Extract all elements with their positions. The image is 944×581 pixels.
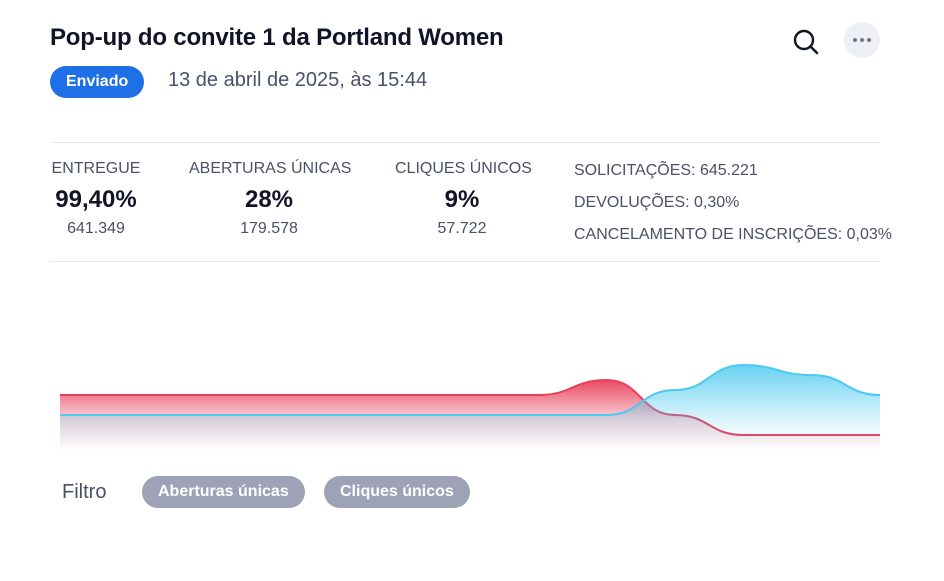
more-options-button[interactable] xyxy=(844,22,880,58)
more-horizontal-icon xyxy=(851,38,873,42)
sent-date: 13 de abril de 2025, às 15:44 xyxy=(168,69,428,91)
filter-label: Filtro xyxy=(62,481,107,503)
unsubscribes-stat: CANCELAMENTO DE INSCRIÇÕES: 0,03% xyxy=(574,226,893,243)
stat-label: CLIQUES ÚNICOS xyxy=(395,160,532,177)
filter-chip-cliques[interactable]: Cliques únicos xyxy=(324,476,470,508)
stat-count: 641.349 xyxy=(67,220,125,237)
bounces-stat: DEVOLUÇÕES: 0,30% xyxy=(574,194,740,211)
search-button[interactable] xyxy=(789,25,823,59)
stat-count: 179.578 xyxy=(240,220,298,237)
engagement-area-chart xyxy=(60,363,880,450)
status-badge: Enviado xyxy=(50,66,145,98)
series-blue-line xyxy=(60,363,880,416)
stat-percent: 99,40% xyxy=(55,186,137,213)
stat-percent: 9% xyxy=(444,186,480,213)
requests-stat: SOLICITAÇÕES: 645.221 xyxy=(574,162,758,179)
page-title: Pop-up do convite 1 da Portland Women xyxy=(50,24,504,51)
stat-percent: 28% xyxy=(244,186,294,213)
filter-chip-aberturas[interactable]: Aberturas únicas xyxy=(142,476,305,508)
divider-bottom xyxy=(50,261,880,262)
divider-top xyxy=(50,142,880,143)
stat-aberturas: ABERTURAS ÚNICAS 28% 179.578 xyxy=(189,160,352,238)
stat-entregue: ENTREGUE 99,40% 641.349 xyxy=(50,160,142,238)
series-blue-area xyxy=(60,365,880,450)
search-icon xyxy=(793,29,819,55)
stat-label: ENTREGUE xyxy=(51,160,141,177)
stat-cliques: CLIQUES ÚNICOS 9% 57.722 xyxy=(395,160,532,238)
stat-count: 57.722 xyxy=(437,220,487,237)
stat-label: ABERTURAS ÚNICAS xyxy=(189,160,352,177)
